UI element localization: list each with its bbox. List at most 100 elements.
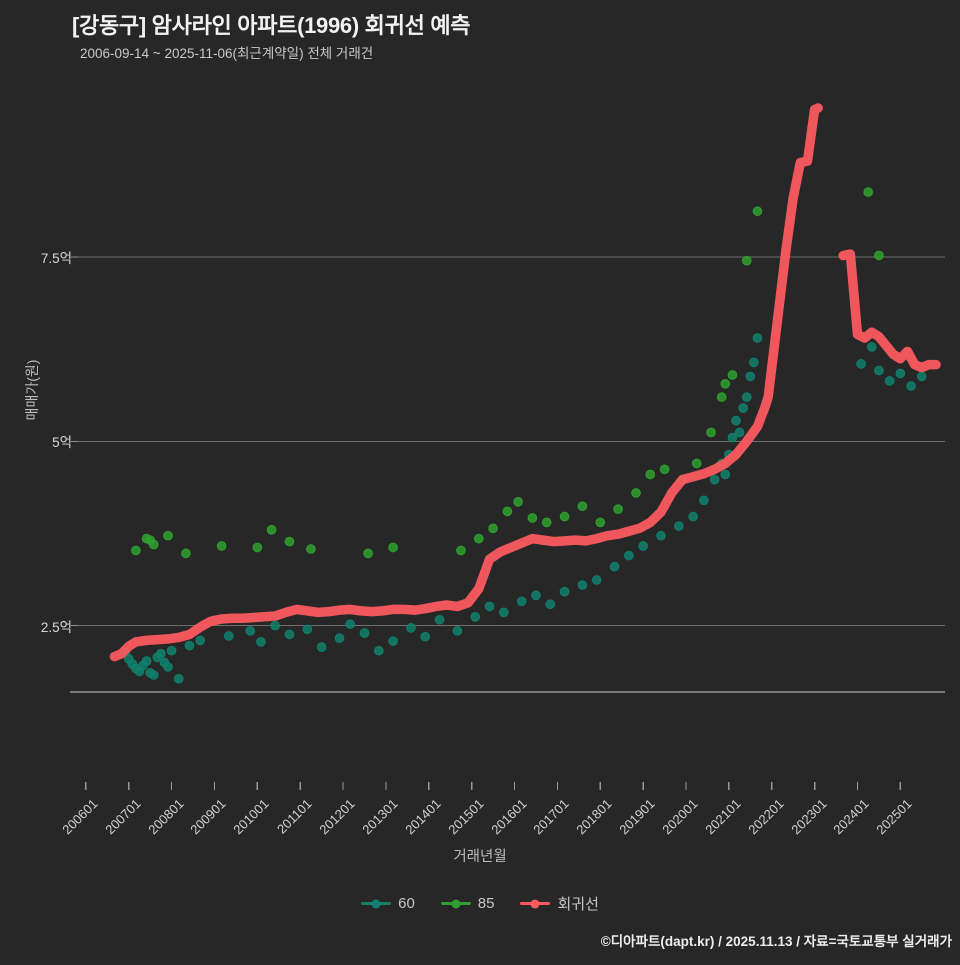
data-point <box>252 542 263 553</box>
legend-marker-icon <box>520 902 551 905</box>
regression-line <box>838 249 941 373</box>
data-point <box>656 530 666 541</box>
data-point <box>545 599 556 610</box>
data-point <box>173 673 184 684</box>
data-point <box>638 541 648 551</box>
data-point <box>706 427 716 438</box>
data-point <box>916 371 927 382</box>
data-point <box>541 517 552 528</box>
data-point <box>699 495 709 506</box>
data-point <box>674 521 684 531</box>
data-point <box>738 403 749 413</box>
data-point <box>752 206 763 217</box>
data-point <box>863 187 874 197</box>
data-point <box>895 368 906 379</box>
data-point <box>473 533 484 544</box>
y-axis-title: 매매가(원) <box>24 359 40 421</box>
data-point <box>388 636 398 646</box>
data-point <box>906 381 916 391</box>
data-point <box>559 586 570 597</box>
data-point <box>745 371 756 382</box>
data-point <box>688 511 699 522</box>
data-point <box>631 488 641 498</box>
data-point <box>359 628 370 638</box>
legend-marker-icon <box>440 902 471 905</box>
data-point <box>659 464 670 475</box>
series-회귀선 <box>109 103 941 662</box>
data-point <box>148 670 159 680</box>
legend-item-회귀선[interactable]: 회귀선 <box>520 893 599 914</box>
legend-item-85[interactable]: 85 <box>440 895 495 912</box>
data-point <box>884 375 895 386</box>
data-point <box>484 601 495 612</box>
y-tick-label: 2.5억 <box>40 619 72 635</box>
data-point <box>184 640 195 651</box>
data-point <box>720 469 731 480</box>
data-point <box>577 580 588 590</box>
data-point <box>166 645 177 656</box>
data-point <box>731 415 741 426</box>
data-point <box>591 575 602 585</box>
data-point <box>498 607 509 618</box>
data-point <box>306 544 316 554</box>
data-point <box>266 524 277 535</box>
data-point <box>866 342 877 352</box>
data-point <box>752 333 763 343</box>
data-point <box>709 474 720 485</box>
data-point <box>284 629 295 640</box>
regression-line <box>109 103 823 662</box>
legend-label: 85 <box>477 895 495 912</box>
data-point <box>388 542 398 553</box>
data-point <box>270 620 281 631</box>
data-point <box>749 357 759 368</box>
legend-item-60[interactable]: 60 <box>361 895 415 912</box>
data-point <box>720 378 731 389</box>
y-tick-label: 7.5억 <box>40 250 72 266</box>
data-point <box>131 545 141 556</box>
data-point <box>741 255 752 266</box>
data-point <box>531 590 541 601</box>
footer-attribution: ©디아파트(dapt.kr) / 2025.11.13 / 자료=국토교통부 실… <box>600 934 952 949</box>
data-point <box>141 656 152 666</box>
data-point <box>734 427 745 438</box>
data-point <box>727 370 738 380</box>
data-point <box>284 536 295 547</box>
data-point <box>148 539 159 550</box>
data-point <box>488 523 498 534</box>
chart-legend: 60 85 회귀선 <box>0 893 960 914</box>
data-point <box>452 625 463 636</box>
data-point <box>456 545 466 556</box>
data-point <box>223 631 234 641</box>
data-point <box>559 511 570 522</box>
data-point <box>195 635 206 646</box>
data-point <box>302 624 313 635</box>
data-point <box>334 633 345 644</box>
legend-marker-icon <box>361 902 392 905</box>
data-point <box>609 561 620 572</box>
data-point <box>645 469 656 480</box>
data-point <box>470 611 481 622</box>
data-point <box>345 619 356 630</box>
chart-subtitle: 2006-09-14 ~ 2025-11-06(최근계약일) 전체 거래건 <box>80 46 374 61</box>
data-point <box>373 645 384 656</box>
page-title: [강동구] 암사라인 아파트(1996) 회귀선 예측 <box>72 13 471 38</box>
data-point <box>502 506 513 517</box>
data-point <box>874 365 884 376</box>
data-point <box>595 517 606 528</box>
data-point <box>613 504 623 514</box>
data-point <box>363 548 373 559</box>
data-point <box>527 513 538 523</box>
data-point <box>163 530 173 541</box>
data-point <box>874 250 884 261</box>
data-point <box>420 631 431 642</box>
data-point <box>406 623 416 633</box>
series-85 <box>131 187 884 559</box>
data-point <box>727 432 738 443</box>
data-point <box>691 458 702 469</box>
data-point <box>741 392 752 402</box>
legend-label: 회귀선 <box>557 896 599 913</box>
data-point <box>316 642 327 652</box>
